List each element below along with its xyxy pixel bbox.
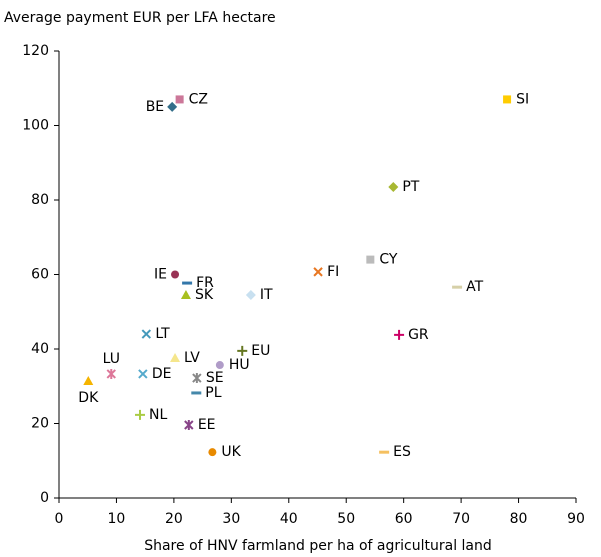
point-label: IT	[260, 287, 273, 303]
point	[134, 409, 145, 420]
point-label: PL	[205, 385, 221, 401]
point-label: LV	[184, 350, 200, 366]
point-label: UK	[221, 444, 241, 460]
point	[170, 352, 181, 362]
point-label: HU	[229, 357, 250, 373]
point	[192, 373, 202, 384]
point-label: SK	[195, 287, 214, 303]
point	[245, 289, 256, 300]
point	[208, 448, 217, 457]
point	[237, 345, 248, 356]
point-label: SI	[516, 91, 529, 107]
point	[366, 255, 375, 264]
point-label: FI	[327, 264, 339, 280]
y-tick-label: 100	[22, 118, 49, 134]
point	[388, 181, 399, 192]
point-label: LU	[103, 351, 120, 367]
point	[394, 329, 405, 340]
x-tick-label: 20	[165, 511, 183, 527]
point-label: EE	[198, 417, 216, 433]
point-label: LT	[155, 326, 170, 342]
x-tick-label: 80	[510, 511, 528, 527]
x-tick-label: 70	[452, 511, 470, 527]
point-label: SE	[206, 370, 224, 386]
point-label: DE	[152, 366, 172, 382]
point	[503, 95, 512, 104]
x-axis-title: Share of HNV farmland per ha of agricult…	[144, 538, 492, 554]
y-tick-label: 80	[31, 192, 49, 208]
point-label: CZ	[189, 91, 208, 107]
y-tick-label: 40	[31, 341, 49, 357]
y-tick-label: 120	[22, 43, 49, 59]
point	[175, 95, 184, 104]
point	[184, 419, 194, 430]
point-label: GR	[408, 327, 429, 343]
x-tick-label: 40	[280, 511, 298, 527]
point-label: EU	[251, 343, 270, 359]
point-label: NL	[149, 407, 167, 423]
point	[141, 329, 152, 339]
y-axis-title: Average payment EUR per LFA hectare	[4, 10, 276, 26]
x-tick-label: 0	[55, 511, 64, 527]
point	[215, 361, 224, 370]
point-label: FR	[196, 275, 214, 291]
point-label: AT	[466, 279, 483, 295]
x-tick-label: 10	[108, 511, 126, 527]
point-label: PT	[402, 179, 419, 195]
point	[83, 376, 94, 386]
point-label: CY	[379, 252, 398, 268]
y-tick-label: 0	[40, 490, 49, 506]
point-label: IE	[154, 267, 167, 283]
y-tick-label: 20	[31, 416, 49, 432]
x-tick-label: 60	[395, 511, 413, 527]
point	[106, 368, 116, 379]
x-tick-label: 90	[567, 511, 585, 527]
x-tick-label: 30	[222, 511, 240, 527]
point	[171, 270, 180, 279]
point-label: ES	[393, 444, 411, 460]
point	[313, 267, 323, 277]
point-label: BE	[146, 99, 164, 115]
x-tick-label: 50	[337, 511, 355, 527]
point-label: DK	[78, 390, 99, 406]
y-tick-label: 60	[31, 267, 49, 283]
point	[180, 289, 191, 299]
point	[167, 101, 178, 112]
point	[138, 369, 148, 379]
